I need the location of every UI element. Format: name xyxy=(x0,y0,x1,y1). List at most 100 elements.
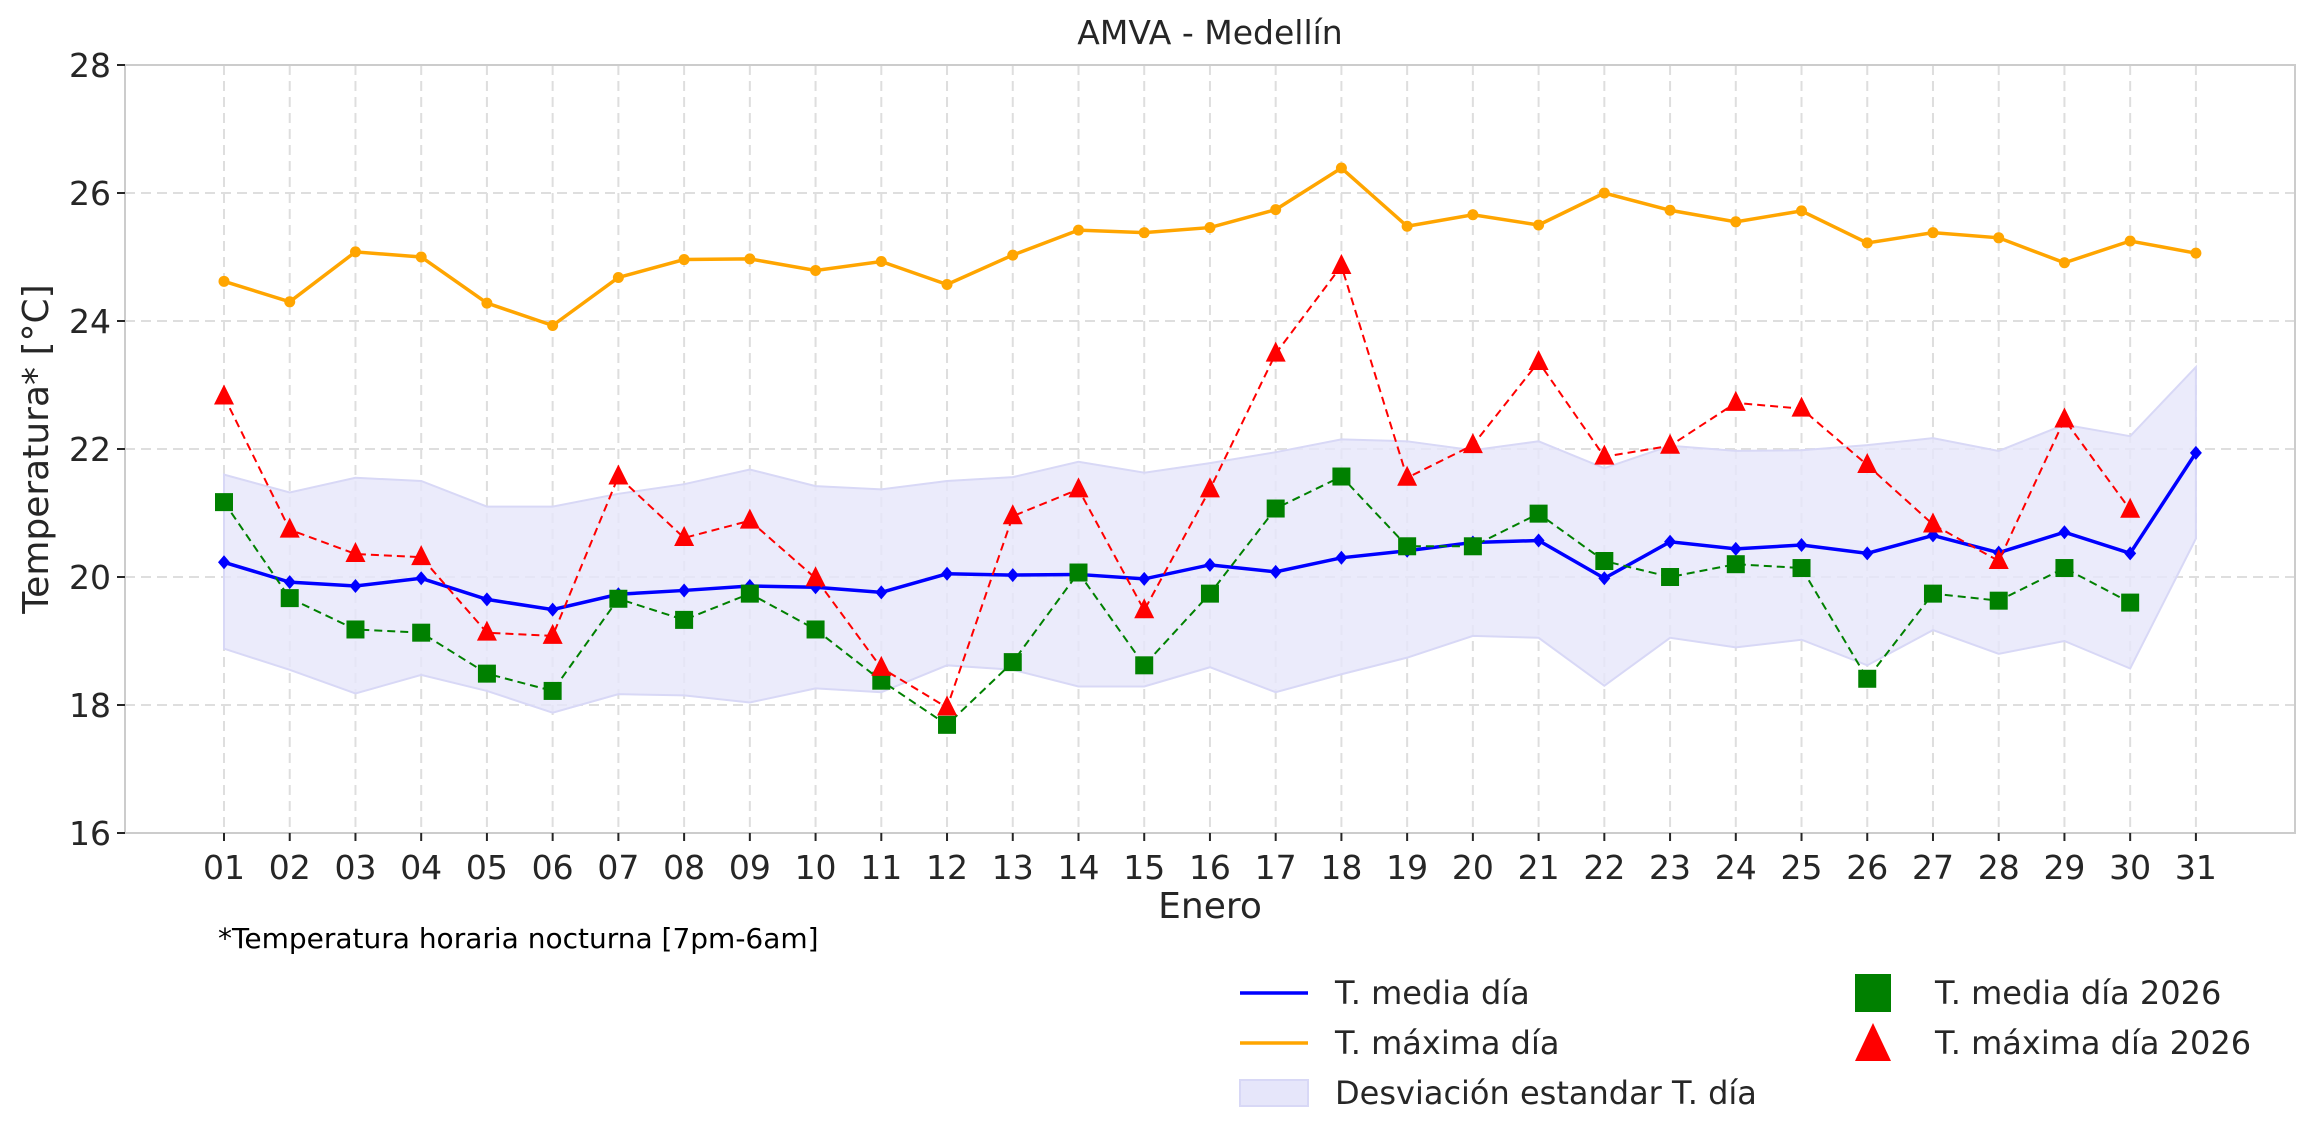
data-point xyxy=(1335,550,1348,565)
data-point xyxy=(1006,568,1019,583)
data-point xyxy=(218,555,230,570)
data-point xyxy=(284,296,296,308)
legend-label: Desviación estandar T. día xyxy=(1335,1074,1757,1112)
x-tick-label: 12 xyxy=(926,848,968,887)
data-point xyxy=(675,610,694,629)
data-point xyxy=(678,254,690,266)
data-point xyxy=(1923,584,1942,603)
data-point xyxy=(1397,465,1418,486)
data-point xyxy=(872,671,891,690)
data-point xyxy=(740,584,759,603)
data-point xyxy=(1861,237,1873,249)
data-point xyxy=(744,253,756,265)
data-point xyxy=(543,681,562,700)
x-tick-label: 27 xyxy=(1912,848,1954,887)
data-point xyxy=(546,602,559,617)
x-tick-label: 14 xyxy=(1057,848,1099,887)
data-point xyxy=(871,655,892,676)
data-point xyxy=(1988,549,2009,569)
x-tick-label: 09 xyxy=(729,848,771,887)
data-point xyxy=(349,578,362,593)
data-point xyxy=(674,525,695,546)
series-t-m-xima-d-a-2026 xyxy=(214,253,2141,716)
legend-swatch-triangle xyxy=(1855,1023,1891,1061)
x-axis: 01 02 03 04 05 06 07 08 09 10 11 12 13 14 15 16 17 18 19 20… xyxy=(203,833,2217,887)
legend-item: T. máxima día xyxy=(1240,1024,1559,1062)
data-point xyxy=(415,571,428,586)
x-tick-label: 21 xyxy=(1518,848,1560,887)
y-tick-label: 22 xyxy=(69,430,111,469)
data-point xyxy=(279,517,300,538)
data-point xyxy=(1138,227,1150,239)
data-point xyxy=(2189,445,2202,460)
y-tick-label: 28 xyxy=(69,46,111,85)
data-point xyxy=(283,575,296,590)
data-point xyxy=(1922,512,1943,533)
data-point xyxy=(1533,219,1545,231)
legend-label: T. media día 2026 xyxy=(1934,974,2221,1012)
footnote: *Temperatura horaria nocturna [7pm-6am] xyxy=(218,922,819,955)
x-tick-label: 22 xyxy=(1583,848,1625,887)
data-point xyxy=(542,623,563,644)
x-tick-label: 02 xyxy=(269,848,311,887)
data-point xyxy=(1795,538,1808,552)
data-point xyxy=(1335,162,1347,174)
series-t-media-d-a-2026 xyxy=(215,467,2140,734)
x-tick-label: 11 xyxy=(860,848,902,887)
x-tick-label: 06 xyxy=(532,848,574,887)
x-tick-label: 29 xyxy=(2043,848,2085,887)
data-point xyxy=(1332,467,1351,486)
data-point xyxy=(1266,499,1285,518)
x-tick-label: 10 xyxy=(795,848,837,887)
data-point xyxy=(411,545,432,566)
data-point xyxy=(1199,477,1220,498)
data-point xyxy=(806,620,825,639)
x-tick-label: 08 xyxy=(663,848,705,887)
series-t-m-xima-d-a xyxy=(218,162,2202,331)
data-point xyxy=(1401,220,1413,232)
legend-item: T. media día xyxy=(1240,974,1530,1012)
data-point xyxy=(609,589,628,608)
data-point xyxy=(1664,204,1676,216)
data-point xyxy=(1661,568,1680,586)
x-tick-label: 15 xyxy=(1123,848,1165,887)
data-point xyxy=(1269,564,1282,579)
data-point xyxy=(1664,534,1677,549)
series-layer xyxy=(214,162,2202,734)
data-point xyxy=(937,695,958,716)
data-point xyxy=(1003,653,1022,672)
data-point xyxy=(1135,656,1154,675)
data-point xyxy=(280,589,299,608)
data-point xyxy=(1532,533,1545,548)
data-point xyxy=(941,566,954,581)
std-band-area xyxy=(223,364,2197,714)
x-tick-label: 30 xyxy=(2109,848,2151,887)
x-tick-label: 16 xyxy=(1189,848,1231,887)
legend-label: T. máxima día xyxy=(1334,1024,1559,1062)
data-point xyxy=(875,585,888,600)
data-point xyxy=(346,620,365,639)
data-point xyxy=(678,583,691,598)
y-tick-label: 18 xyxy=(69,686,111,725)
x-tick-label: 26 xyxy=(1846,848,1888,887)
legend-swatch-patch xyxy=(1239,1079,1309,1107)
series-line xyxy=(223,263,2131,710)
x-tick-label: 24 xyxy=(1715,848,1757,887)
std-band xyxy=(223,364,2197,714)
data-point xyxy=(1270,204,1282,216)
y-tick-label: 16 xyxy=(69,814,111,853)
y-tick-label: 26 xyxy=(69,174,111,213)
data-point xyxy=(2058,257,2070,269)
data-point xyxy=(2121,593,2140,612)
legend-label: T. máxima día 2026 xyxy=(1934,1024,2251,1062)
x-tick-label: 05 xyxy=(466,848,508,887)
data-point xyxy=(1134,598,1155,619)
data-point xyxy=(810,264,822,276)
data-point xyxy=(1598,187,1610,199)
data-point xyxy=(349,246,361,258)
x-tick-label: 31 xyxy=(2175,848,2217,887)
data-point xyxy=(1072,224,1084,236)
legend-swatch-square xyxy=(1855,974,1891,1012)
data-point xyxy=(476,620,497,641)
data-point xyxy=(2120,497,2141,518)
